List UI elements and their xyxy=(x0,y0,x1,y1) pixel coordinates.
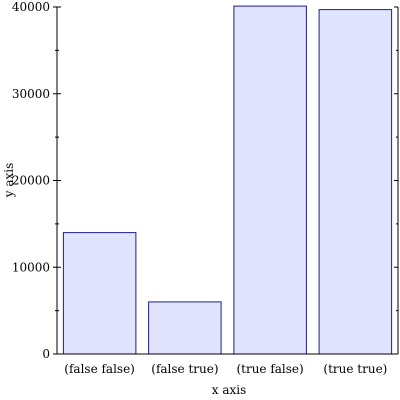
y-tick-label: 40000 xyxy=(12,0,50,14)
x-tick-label: (false false) xyxy=(64,362,135,376)
bar-true-false xyxy=(233,5,307,355)
y-tick-label: 0 xyxy=(42,347,50,361)
y-tick-label: 10000 xyxy=(12,260,50,274)
x-axis-title: x axis xyxy=(212,383,247,397)
x-tick-label: (true true) xyxy=(323,362,387,376)
bar-false-true xyxy=(148,301,222,355)
y-axis-title: y axis xyxy=(2,163,16,199)
bars-group xyxy=(62,5,393,355)
x-tick-label: (false true) xyxy=(151,362,218,376)
y-ticks: 0 10000 20000 30000 40000 xyxy=(12,0,398,361)
y-tick-label: 20000 xyxy=(12,174,50,188)
x-ticks: (false false) (false true) (true false) (tr… xyxy=(64,362,387,376)
bar-true-true xyxy=(318,9,393,355)
bar-false-false xyxy=(62,232,137,355)
x-tick-label: (true false) xyxy=(236,362,303,376)
y-tick-label: 30000 xyxy=(12,87,50,101)
